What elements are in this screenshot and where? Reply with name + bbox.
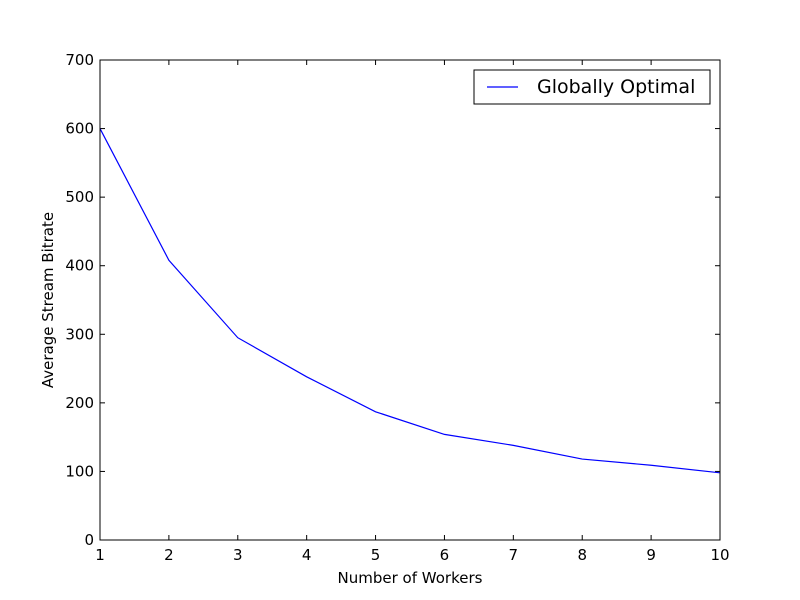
x-tick-label: 5 — [371, 546, 381, 564]
x-tick-label: 7 — [509, 546, 519, 564]
y-tick-label: 100 — [65, 462, 94, 480]
x-tick-label: 1 — [95, 546, 105, 564]
y-tick-label: 200 — [65, 394, 94, 412]
x-axis-label: Number of Workers — [338, 569, 483, 587]
y-axis-label: Average Stream Bitrate — [39, 212, 57, 388]
x-tick-label: 10 — [710, 546, 729, 564]
y-tick-label: 500 — [65, 188, 94, 206]
x-tick-label: 2 — [164, 546, 174, 564]
legend-label: Globally Optimal — [537, 76, 695, 98]
series-line — [99, 128, 721, 474]
plot-frame — [99, 59, 721, 541]
x-tick-label: 8 — [577, 546, 587, 564]
y-tick-label: 0 — [84, 531, 94, 549]
x-tick-label: 4 — [302, 546, 312, 564]
y-tick-label: 300 — [65, 325, 94, 343]
y-tick-label: 400 — [65, 257, 94, 275]
legend: Globally Optimal — [473, 69, 711, 105]
series-layer — [99, 128, 721, 474]
x-tick-label: 3 — [233, 546, 243, 564]
x-tick-label: 6 — [440, 546, 450, 564]
x-tick-label: 9 — [646, 546, 656, 564]
y-tick-label: 600 — [65, 120, 94, 138]
y-tick-label: 700 — [65, 51, 94, 69]
